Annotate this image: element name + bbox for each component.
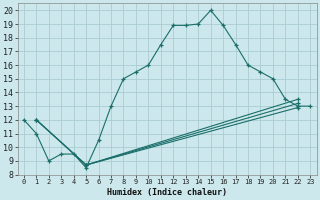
X-axis label: Humidex (Indice chaleur): Humidex (Indice chaleur)	[107, 188, 227, 197]
